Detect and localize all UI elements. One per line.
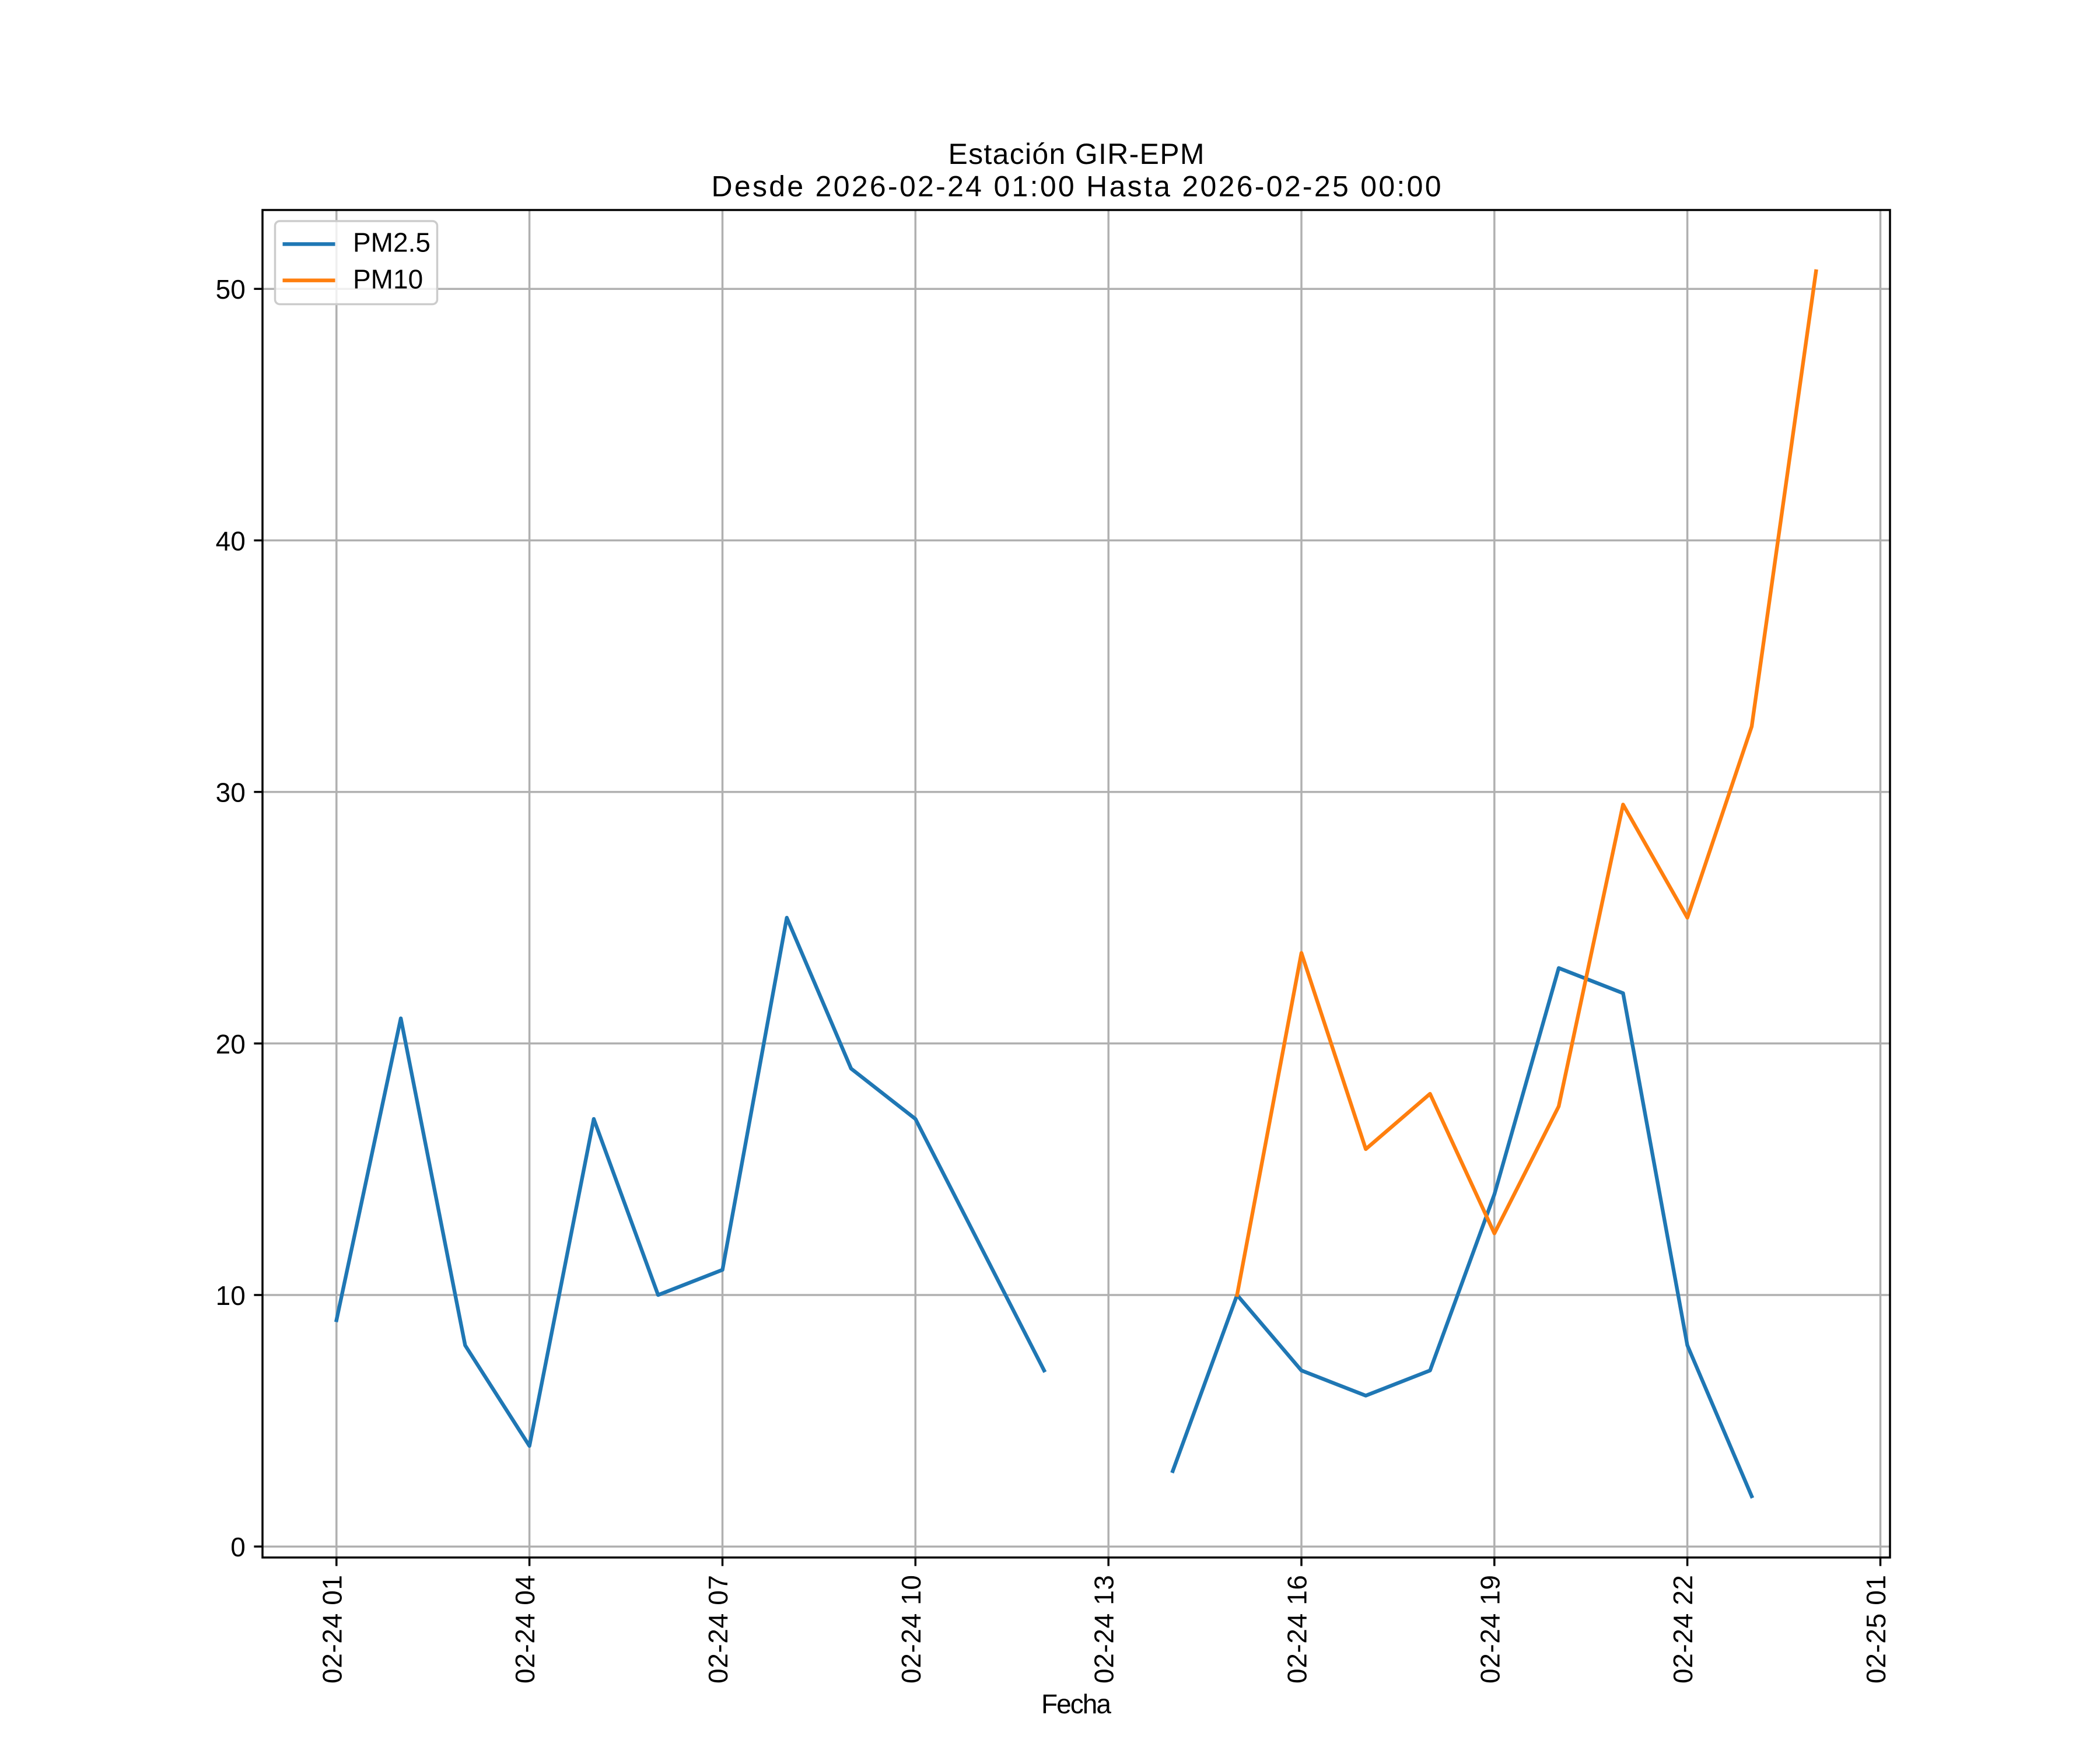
- svg-text:02-24 13: 02-24 13: [1089, 1575, 1119, 1684]
- svg-text:02-24 19: 02-24 19: [1475, 1575, 1505, 1684]
- svg-text:30: 30: [216, 778, 246, 808]
- svg-text:Desde 2026-02-24 01:00 Hasta 2: Desde 2026-02-24 01:00 Hasta 2026-02-25 …: [712, 170, 1441, 203]
- svg-text:20: 20: [216, 1029, 246, 1059]
- svg-text:02-24 10: 02-24 10: [896, 1575, 926, 1684]
- svg-text:40: 40: [216, 526, 246, 556]
- svg-text:50: 50: [216, 274, 246, 304]
- svg-text:02-24 04: 02-24 04: [510, 1575, 540, 1684]
- svg-text:Estación GIR-EPM: Estación GIR-EPM: [949, 138, 1205, 170]
- svg-text:PM10: PM10: [353, 264, 423, 295]
- svg-text:0: 0: [230, 1532, 246, 1562]
- svg-text:02-24 16: 02-24 16: [1282, 1575, 1312, 1684]
- svg-text:02-24 01: 02-24 01: [317, 1575, 347, 1684]
- svg-text:Fecha: Fecha: [1041, 1689, 1111, 1719]
- svg-text:02-24 22: 02-24 22: [1668, 1575, 1698, 1684]
- svg-text:10: 10: [216, 1280, 246, 1311]
- svg-text:02-25 01: 02-25 01: [1861, 1575, 1891, 1684]
- svg-text:PM2.5: PM2.5: [353, 228, 430, 258]
- svg-text:02-24 07: 02-24 07: [703, 1575, 733, 1684]
